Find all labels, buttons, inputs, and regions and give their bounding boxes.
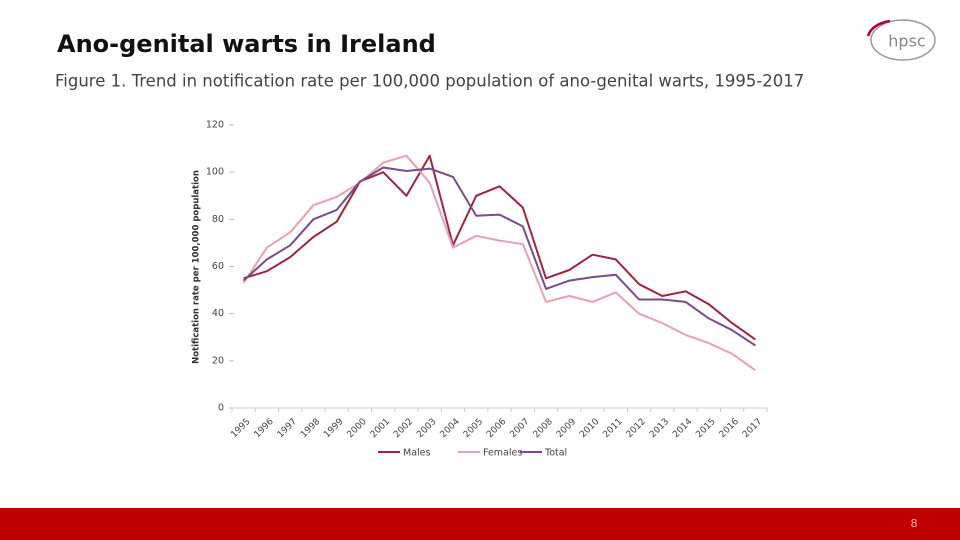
y-tick-label: 40 xyxy=(212,308,224,319)
footer-band xyxy=(0,508,960,540)
chart-title: Figure 1. Trend in notification rate per… xyxy=(55,72,804,91)
y-tick-label: 0 xyxy=(218,403,224,414)
page-number: 8 xyxy=(911,517,918,530)
y-tick-label: 60 xyxy=(212,261,224,272)
x-tick-label: 2014 xyxy=(671,417,694,440)
x-tick-label: 2010 xyxy=(578,417,601,440)
y-tick-label: 100 xyxy=(206,167,224,178)
x-tick-label: 2005 xyxy=(462,417,485,440)
y-axis-label: Notification rate per 100,000 population xyxy=(192,170,202,364)
y-tick-label: 80 xyxy=(212,214,224,225)
x-tick-label: 1998 xyxy=(299,417,322,440)
legend-label: Total xyxy=(544,448,567,459)
x-tick-label: 1996 xyxy=(253,417,276,440)
x-tick-label: 2006 xyxy=(485,417,508,440)
x-tick-label: 2008 xyxy=(532,417,555,440)
series-line xyxy=(243,154,756,341)
y-tick-label: 20 xyxy=(212,355,224,366)
x-tick-label: 2004 xyxy=(439,417,462,440)
logo-swoosh xyxy=(866,19,891,37)
x-tick-label: 2013 xyxy=(648,417,671,440)
x-tick-label: 1995 xyxy=(229,417,252,440)
x-tick-label: 2001 xyxy=(369,417,392,440)
x-tick-label: 2009 xyxy=(555,417,578,440)
x-tick-label: 1999 xyxy=(322,417,345,440)
x-tick-label: 2011 xyxy=(601,417,624,440)
series-line xyxy=(242,166,756,347)
x-tick-label: 2002 xyxy=(392,417,415,440)
logo-ring xyxy=(870,19,936,61)
slide-title: Ano-genital warts in Ireland xyxy=(57,30,436,58)
x-tick-label: 2000 xyxy=(346,417,369,440)
x-tick-label: 2007 xyxy=(508,417,531,440)
x-tick-label: 2003 xyxy=(415,417,438,440)
x-tick-label: 1997 xyxy=(276,417,299,440)
y-tick-label: 120 xyxy=(206,120,224,131)
x-tick-label: 2015 xyxy=(694,417,717,440)
x-tick-label: 2016 xyxy=(718,417,741,440)
x-tick-label: 2017 xyxy=(741,417,764,440)
logo: hpsc xyxy=(888,32,925,51)
series-line xyxy=(242,154,756,372)
legend-label: Females xyxy=(483,448,522,459)
legend-label: Males xyxy=(403,448,431,459)
x-tick-label: 2012 xyxy=(625,417,648,440)
